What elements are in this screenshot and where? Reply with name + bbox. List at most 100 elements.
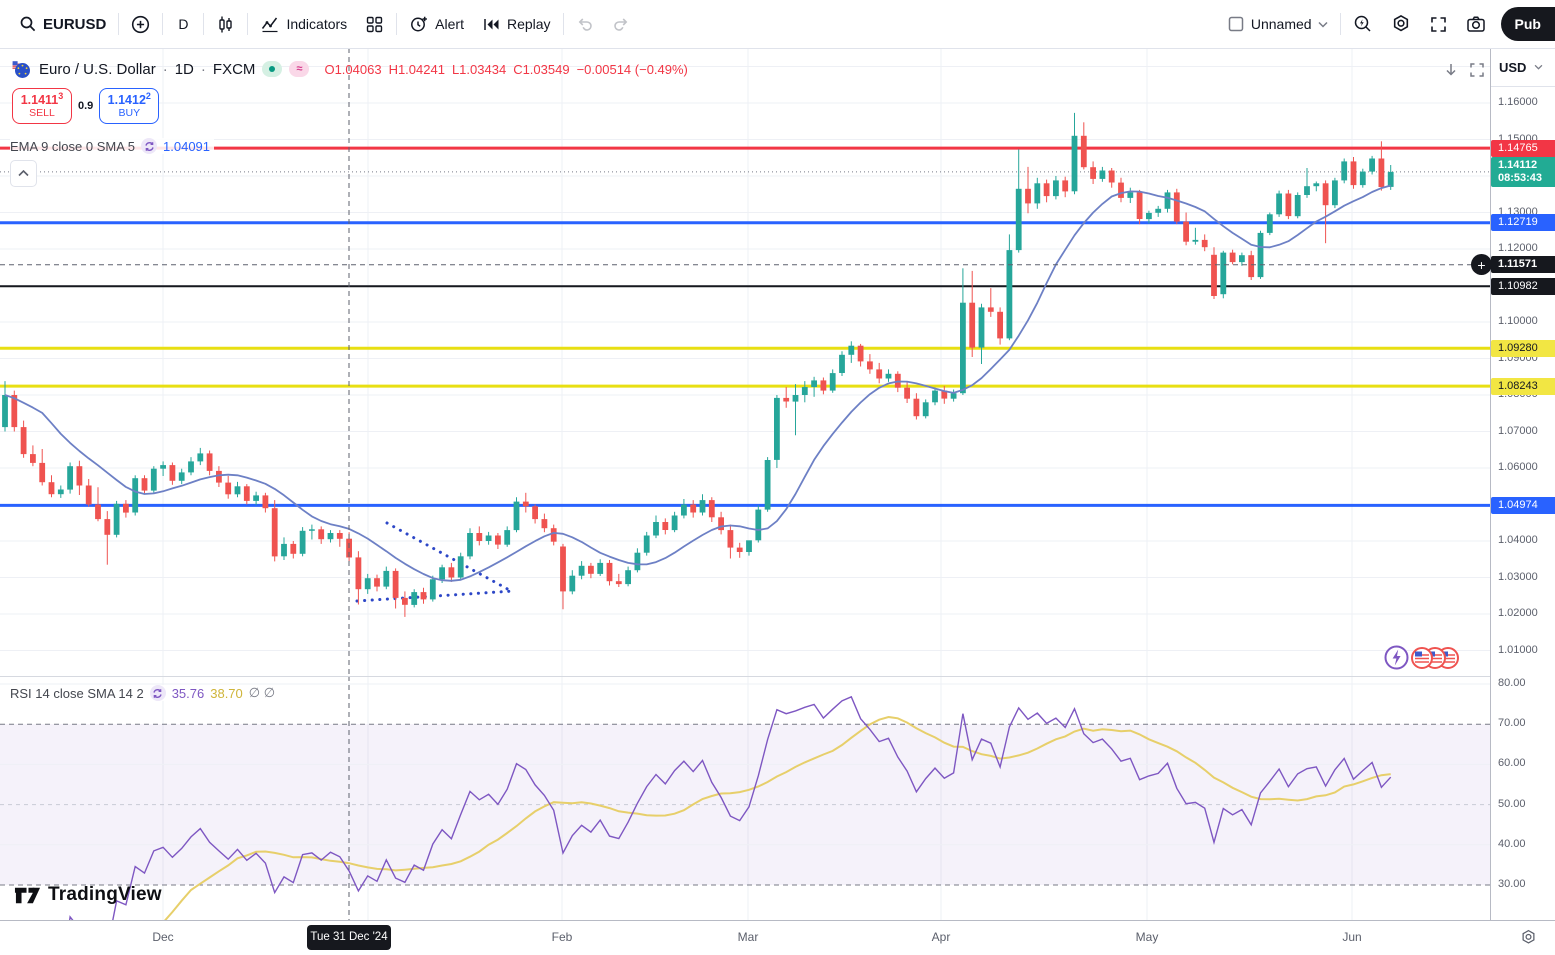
candle-body (513, 501, 520, 531)
lightning-badge-icon[interactable] (1383, 644, 1410, 671)
candle-body (950, 393, 957, 399)
candle-body (1183, 221, 1189, 242)
fullscreen-button[interactable] (1420, 7, 1457, 41)
time-axis-label: Mar (737, 930, 759, 944)
candle-body (11, 395, 18, 428)
candle-body (997, 311, 1003, 339)
candle-body (597, 562, 604, 574)
spread-value: 0.9 (72, 100, 100, 112)
current-price-label: 1.14112 08:53:43 (1491, 156, 1555, 187)
redo-icon (612, 15, 630, 33)
currency-label: USD (1499, 59, 1527, 75)
pane-move-down-icon[interactable] (1442, 61, 1460, 79)
candle-body (969, 302, 976, 348)
candle-body (588, 565, 594, 574)
undo-button[interactable] (567, 7, 603, 41)
candle-body (76, 466, 83, 486)
main-chart-pane[interactable] (0, 48, 1490, 676)
screenshot-button[interactable] (1457, 7, 1495, 41)
pane-divider[interactable] (0, 676, 1555, 677)
rsi-null-values: ∅ ∅ (248, 685, 276, 700)
candle-body (281, 543, 287, 557)
symbol-exchange[interactable]: FXCM (212, 60, 256, 78)
crosshair-add-button[interactable]: + (1471, 254, 1492, 275)
candle-body (20, 427, 27, 455)
separator-dot: · (200, 60, 206, 78)
toolbar-separator (162, 13, 164, 35)
candle-body (690, 504, 697, 513)
price-tick: 1.16000 (1498, 96, 1538, 108)
candle-body (1220, 252, 1227, 295)
candle-body (848, 345, 855, 355)
candle-body (392, 570, 399, 598)
candle-body (1108, 170, 1115, 183)
candle-body (1034, 183, 1041, 204)
pane-maximize-icon[interactable] (1468, 61, 1486, 79)
candle-body (457, 556, 464, 578)
indicators-icon (260, 14, 280, 34)
symbol-flag-icon (10, 59, 32, 79)
buy-price-sup: 2 (145, 91, 151, 102)
layout-select-button[interactable]: Unnamed (1218, 7, 1337, 41)
ema-line (4, 184, 1391, 582)
candle-body (253, 495, 259, 501)
candle-body (839, 354, 845, 373)
legend-collapse-button[interactable] (10, 160, 37, 187)
candle-body (1294, 195, 1301, 217)
candle-body (1080, 135, 1087, 168)
price-axis-currency[interactable]: USD (1491, 48, 1555, 87)
compare-add-button[interactable] (122, 7, 159, 41)
symbol-interval[interactable]: 1D (174, 60, 194, 78)
candle-body (57, 489, 64, 495)
flag-coins-icon[interactable] (1410, 645, 1460, 671)
alert-button[interactable]: Alert (400, 7, 473, 41)
toolbar-separator (247, 13, 249, 35)
quick-search-button[interactable] (1344, 7, 1382, 41)
tradingview-watermark[interactable]: TradingView (14, 884, 162, 906)
candle-body (671, 515, 678, 531)
publish-button[interactable]: Pub (1500, 7, 1555, 41)
delayed-data-badge[interactable]: ≈ (289, 61, 310, 77)
symbol-search-button[interactable]: EURUSD (10, 7, 115, 41)
indicator-templates-button[interactable] (356, 7, 393, 41)
replay-button[interactable]: Replay (473, 7, 560, 41)
candle-body (1025, 188, 1031, 204)
chart-type-button[interactable] (207, 7, 244, 41)
candle-body (206, 453, 213, 471)
sell-label: SELL (29, 107, 55, 120)
candle-body (132, 478, 139, 513)
candle-body (495, 535, 501, 545)
rsi-tick: 80.00 (1498, 677, 1526, 689)
rsi-sma-value: 38.70 (210, 685, 243, 701)
buy-button[interactable]: 1.14122 BUY (99, 88, 160, 124)
price-axis[interactable]: USD 1.010001.020001.030001.040001.050001… (1491, 48, 1555, 920)
indicators-button[interactable]: Indicators (251, 7, 356, 41)
rsi-pane[interactable] (0, 676, 1490, 920)
candle-body (95, 504, 101, 520)
candle-body (1239, 255, 1245, 263)
time-axis-label: Dec (152, 930, 174, 944)
time-axis[interactable]: Dec Feb Mar Apr May Jun Tue 31 Dec '24 (0, 920, 1555, 955)
candle-body (355, 557, 362, 590)
candle-body (1006, 250, 1013, 339)
rsi-indicator-legend[interactable]: RSI 14 close SMA 14 2 35.76 38.70 ∅ ∅ (10, 685, 276, 701)
market-status-badge[interactable] (262, 61, 283, 77)
interval-button[interactable]: D (178, 16, 189, 32)
symbol-legend: Euro / U.S. Dollar · 1D · FXCM ≈ O1.0406… (10, 59, 688, 79)
axis-settings-gear-icon[interactable] (1520, 929, 1537, 946)
ema-indicator-legend[interactable]: EMA 9 close 0 SMA 5 1.04091 (10, 138, 215, 154)
candle-body (774, 397, 780, 460)
settings-button[interactable] (1382, 7, 1420, 41)
redo-button[interactable] (603, 7, 639, 41)
candle-body (67, 466, 73, 490)
candle-body (1266, 214, 1273, 233)
ohlc-high: H1.04241 (388, 61, 445, 77)
candle-body (606, 562, 613, 582)
symbol-title[interactable]: Euro / U.S. Dollar (39, 60, 156, 78)
candle-body (783, 397, 790, 402)
sell-button[interactable]: 1.14113 SELL (12, 88, 72, 124)
lightning-search-icon (1353, 14, 1373, 34)
symbol-name: EURUSD (43, 15, 107, 33)
candle-body (755, 509, 762, 541)
candle-body (811, 380, 817, 387)
